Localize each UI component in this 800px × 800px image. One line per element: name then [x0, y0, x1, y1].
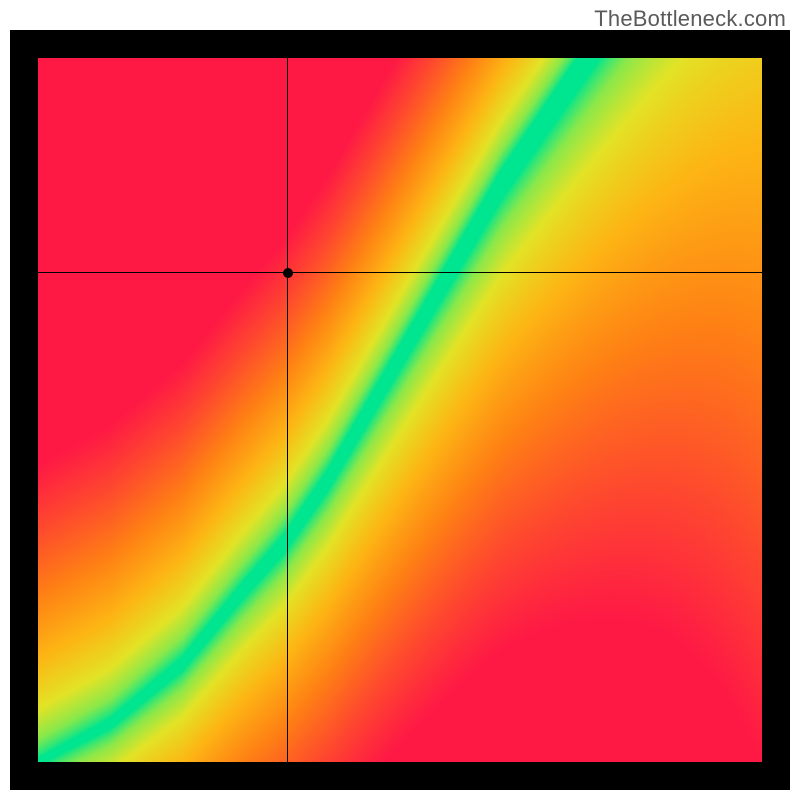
plot-area: [38, 58, 762, 762]
heatmap-canvas: [38, 58, 762, 762]
selection-marker: [283, 268, 293, 278]
watermark-text: TheBottleneck.com: [594, 6, 786, 32]
crosshair-horizontal: [38, 272, 762, 273]
chart-frame: [10, 30, 790, 790]
crosshair-vertical: [287, 58, 288, 762]
